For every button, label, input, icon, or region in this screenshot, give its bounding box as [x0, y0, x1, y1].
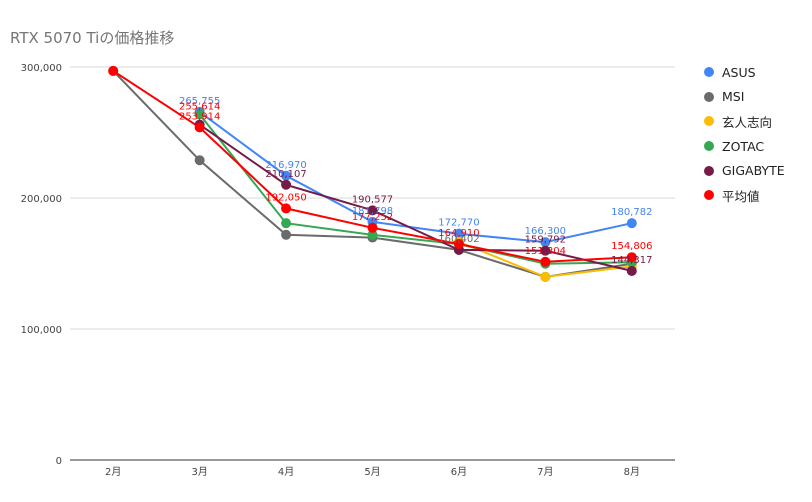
data-point	[194, 155, 205, 166]
data-label: 255,614	[179, 101, 220, 112]
points-layer	[108, 65, 637, 282]
data-label: 172,770	[438, 218, 479, 229]
data-label: 216,970	[265, 160, 306, 171]
data-label: 180,782	[611, 207, 652, 218]
data-label: 177,252	[352, 212, 393, 223]
y-tick-label: 100,000	[21, 325, 62, 336]
data-label: 210,107	[265, 169, 306, 180]
data-point	[281, 218, 292, 229]
data-point	[626, 218, 637, 229]
y-tick-label: 300,000	[21, 63, 62, 74]
data-point	[626, 265, 637, 276]
x-tick-label: 4月	[278, 466, 294, 478]
legend-item: 平均値	[704, 183, 785, 208]
legend-label: ASUS	[722, 64, 756, 80]
legend-item: ASUS	[704, 60, 785, 85]
data-label: 160,402	[438, 234, 479, 245]
grid-layer	[70, 66, 675, 461]
legend-item: ZOTAC	[704, 134, 785, 159]
x-tick-label: 3月	[191, 466, 207, 478]
legend-label: GIGABYTE	[722, 163, 785, 179]
data-label: 159,792	[525, 235, 566, 246]
data-point	[194, 122, 205, 133]
legend-marker	[704, 116, 714, 127]
x-tick-label: 2月	[105, 466, 121, 478]
data-label: 166,300	[525, 226, 566, 237]
data-point	[540, 245, 551, 256]
series-line	[199, 111, 633, 244]
data-point	[367, 229, 378, 240]
legend-label: 玄人志向	[722, 114, 773, 130]
x-tick-label: 6月	[451, 466, 467, 478]
data-point	[453, 238, 464, 249]
chart-title: RTX 5070 Tiの価格推移	[10, 29, 175, 47]
data-point	[540, 271, 551, 282]
data-label: 190,577	[352, 194, 393, 205]
labels-layer: 265,755 216,970 181,798 172,770 166,300 180,7…	[179, 96, 653, 266]
data-point	[108, 65, 119, 76]
data-point	[281, 229, 292, 240]
legend-item: MSI	[704, 85, 785, 110]
data-label: 253,914	[179, 111, 220, 122]
legend-marker	[704, 91, 714, 102]
legend-label: ZOTAC	[722, 138, 765, 154]
data-point	[281, 179, 292, 190]
x-tick-label: 7月	[537, 466, 553, 478]
data-point	[194, 109, 205, 120]
data-label: 151,304	[525, 246, 566, 257]
data-label: 154,806	[611, 241, 652, 252]
data-label: 181,798	[352, 206, 393, 217]
legend-marker	[704, 67, 714, 78]
data-point	[540, 256, 551, 267]
legend-marker	[704, 141, 714, 152]
y-tick-label: 0	[56, 456, 62, 467]
legend: ASUS MSI 玄人志向 ZOTAC GIGABYTE 平均値	[704, 60, 785, 208]
legend-item: 玄人志向	[704, 109, 785, 134]
legend-item: GIGABYTE	[704, 158, 785, 183]
legend-label: MSI	[722, 89, 745, 105]
legend-marker	[704, 190, 714, 201]
data-point	[453, 228, 464, 239]
data-label: 144,317	[611, 255, 652, 266]
data-label: 192,050	[265, 192, 306, 203]
series-line	[199, 123, 633, 272]
axis-layer: 0 100,000 200,000 300,000 2月 3月 4月 5月 6月 7月 8月	[21, 63, 640, 478]
x-tick-label: 5月	[364, 466, 380, 478]
y-tick-label: 200,000	[21, 194, 62, 205]
data-point	[626, 252, 637, 263]
legend-marker	[704, 165, 714, 176]
data-label: 164,910	[438, 228, 479, 239]
x-tick-label: 8月	[624, 466, 640, 478]
data-point	[540, 237, 551, 248]
data-point	[367, 205, 378, 216]
data-point	[281, 203, 292, 214]
legend-label: 平均値	[722, 188, 760, 204]
series-line	[198, 113, 632, 265]
data-point	[281, 170, 292, 181]
data-point	[367, 222, 378, 233]
data-label: 265,755	[179, 96, 220, 107]
